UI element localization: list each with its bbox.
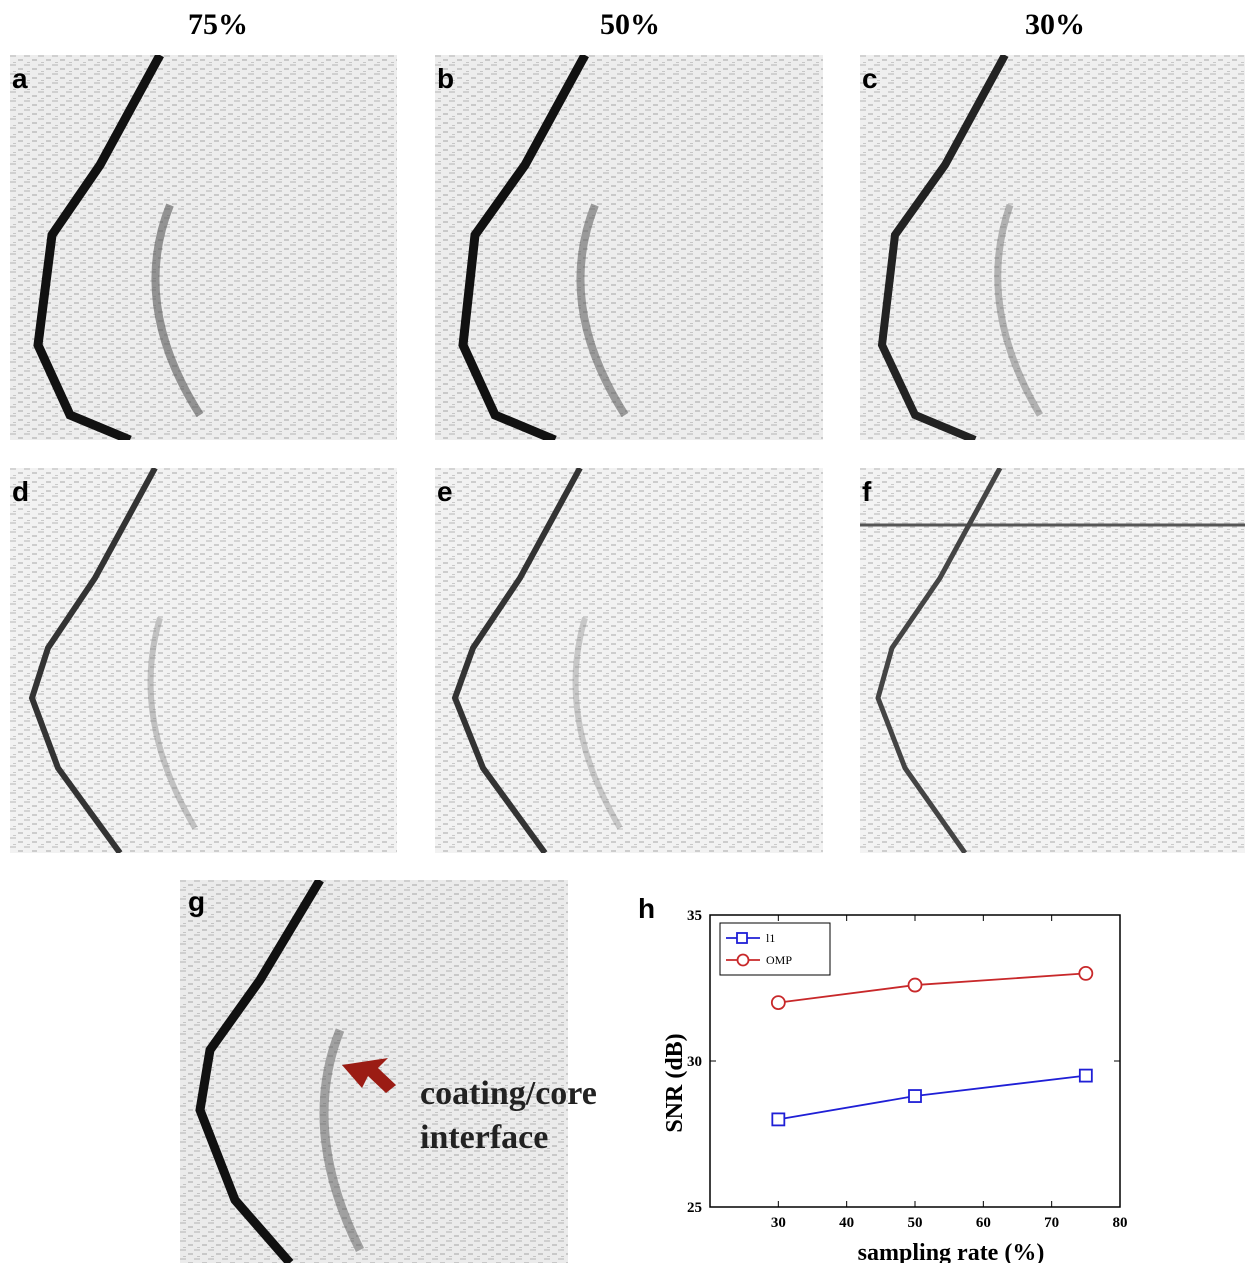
oct-scan-f — [860, 468, 1245, 853]
y-tick-label: 35 — [687, 908, 702, 924]
legend-box — [719, 922, 831, 976]
oct-scan-a — [10, 55, 397, 440]
oct-scan-e — [435, 468, 823, 853]
column-header-50: 50% — [600, 8, 660, 41]
x-tick-label: 80 — [1113, 1215, 1128, 1231]
x-axis-label: sampling rate (%) — [858, 1240, 1045, 1263]
red-arrow-icon — [342, 1058, 396, 1093]
column-header-30: 30% — [1025, 8, 1085, 41]
y-axis-label: SNR (dB) — [662, 1033, 688, 1132]
panel-label-e: e — [437, 476, 453, 507]
data-point-omp — [770, 995, 786, 1010]
data-point-l1 — [771, 1112, 786, 1127]
panel-label-a: a — [12, 63, 28, 94]
panel-b-image: b — [435, 55, 823, 440]
legend-label: l1 — [766, 931, 775, 945]
data-point-omp — [1078, 966, 1094, 981]
data-point-l1 — [1078, 1068, 1093, 1083]
oct-scan-d — [10, 468, 397, 853]
panel-e-image: e — [435, 468, 823, 853]
x-tick-label: 30 — [771, 1215, 786, 1231]
panel-d-image: d — [10, 468, 397, 853]
panel-label-c: c — [862, 63, 878, 94]
oct-scan-b — [435, 55, 823, 440]
x-tick-label: 70 — [1044, 1215, 1059, 1231]
panel-c-image: c — [860, 55, 1245, 440]
panel-label-g: g — [188, 886, 206, 917]
panel-a-image: a — [10, 55, 397, 440]
snr-chart-svg: SNR (dB) sampling rate (%) 30 40 50 60 70 80 2… — [662, 908, 1128, 1266]
panel-label-b: b — [437, 63, 455, 94]
x-tick-label: 60 — [976, 1215, 991, 1231]
annotation-line-2: interface — [420, 1119, 549, 1156]
x-tick-label: 50 — [908, 1215, 923, 1231]
legend-marker-circle — [736, 953, 750, 967]
oct-scan-c — [860, 55, 1245, 440]
column-header-75: 75% — [188, 8, 248, 41]
y-tick-label: 30 — [687, 1054, 702, 1070]
annotation-line-1: coating/core — [420, 1075, 597, 1112]
oct-scan-g — [180, 880, 568, 1263]
panel-g-image: g — [180, 880, 568, 1263]
panel-label-d: d — [12, 476, 30, 507]
data-point-omp — [907, 977, 923, 993]
snr-chart: SNR (dB) sampling rate (%) 30 40 50 60 70 80 2… — [640, 880, 1248, 1266]
panel-label-f: f — [862, 476, 872, 507]
x-tick-label: 40 — [839, 1215, 854, 1231]
panel-label-h: h — [638, 893, 656, 924]
panel-f-image: f — [860, 468, 1245, 853]
legend-marker-square — [736, 932, 748, 944]
interface-annotation: coating/core interface — [420, 1072, 597, 1160]
data-point-l1 — [908, 1089, 922, 1103]
legend-label: OMP — [766, 953, 792, 967]
y-tick-label: 25 — [687, 1200, 702, 1216]
